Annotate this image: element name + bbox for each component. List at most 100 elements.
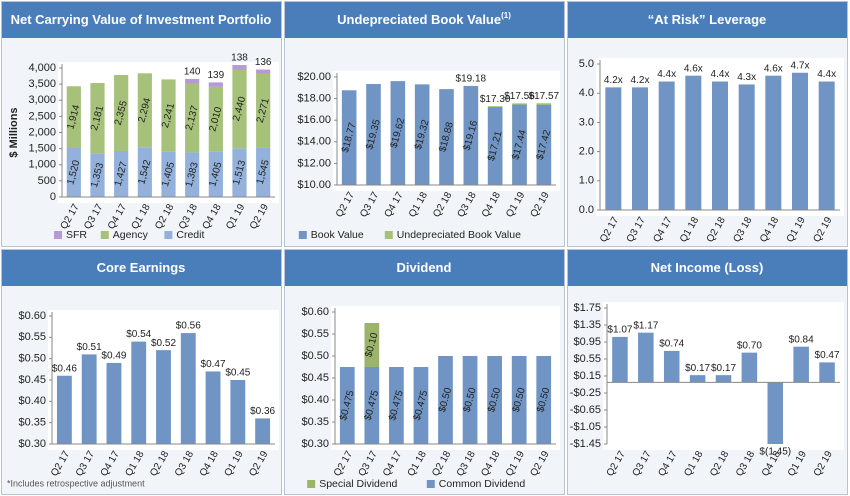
- data-label: 4.3x: [737, 72, 756, 83]
- data-label: $0.47: [815, 350, 840, 361]
- y-tick-label: 500: [38, 175, 56, 187]
- y-tick-label: $0.40: [301, 394, 329, 406]
- y-tick-label: $10.00: [297, 179, 331, 191]
- bar: [208, 86, 223, 152]
- y-tick-label: $1.75: [573, 302, 601, 314]
- bar: [208, 151, 223, 197]
- y-tick-label: $0.60: [18, 310, 46, 322]
- bar: [487, 356, 502, 444]
- data-label: $0.36: [250, 406, 275, 417]
- title-text: Undepreciated Book Value: [337, 12, 501, 27]
- chart-title: “At Risk” Leverage: [648, 12, 767, 27]
- y-tick-label: $0.55: [18, 331, 46, 343]
- data-label: 140: [184, 67, 201, 78]
- data-label: 4.7x: [791, 60, 810, 71]
- y-tick-label: $0.40: [18, 395, 46, 407]
- bar: [255, 418, 271, 444]
- y-tick-label: $0.60: [301, 306, 329, 318]
- bar: [536, 104, 552, 185]
- chart-title: Net Income (Loss): [651, 260, 764, 275]
- panel-header: [285, 250, 564, 286]
- y-tick-label: $0.50: [301, 350, 329, 362]
- y-tick-label: $20.00: [297, 71, 331, 83]
- bar: [512, 104, 527, 185]
- bar: [185, 152, 200, 197]
- legend-label: Credit: [176, 229, 204, 241]
- legend-swatch: [54, 231, 62, 239]
- legend-swatch: [307, 480, 316, 488]
- bar: [741, 352, 758, 383]
- y-tick-label: $0.35: [301, 416, 329, 428]
- data-label: $0.51: [77, 342, 102, 353]
- y-tick-label: $0.30: [301, 438, 329, 450]
- y-tick-label: $0.55: [301, 328, 329, 340]
- bar: [390, 81, 406, 185]
- legend-label: Special Dividend: [319, 478, 397, 490]
- y-tick-label: $16.00: [297, 114, 331, 126]
- bar: [232, 69, 247, 149]
- panel-header: [285, 2, 564, 38]
- y-tick-label: $0.45: [18, 374, 46, 386]
- data-label: 4.4x: [711, 69, 730, 80]
- bar: [339, 367, 355, 444]
- bar: [66, 147, 81, 197]
- data-label: $17.56: [504, 91, 535, 102]
- bar: [389, 367, 404, 444]
- bar: [161, 79, 176, 152]
- bar: [90, 83, 105, 154]
- bar: [767, 382, 784, 444]
- bar: [156, 350, 171, 444]
- footnote: *Includes retrospective adjustment: [7, 478, 145, 488]
- panel-header: [2, 2, 281, 38]
- data-label: $0.45: [225, 368, 250, 379]
- legend-label: Common Dividend: [439, 478, 526, 490]
- bar: [256, 73, 271, 148]
- bar: [366, 84, 381, 185]
- bar: [612, 336, 628, 383]
- bar: [658, 81, 675, 211]
- bar: [161, 151, 176, 197]
- chart-title: Dividend: [397, 260, 452, 275]
- y-tick-label: -$1.05: [570, 421, 601, 433]
- panel-header: [568, 250, 847, 286]
- bar: [90, 153, 105, 197]
- bar: [689, 375, 706, 383]
- legend-label: Agency: [113, 229, 149, 241]
- title-text: Net Income (Loss): [651, 260, 764, 275]
- legend-label: Book Value: [311, 229, 364, 241]
- bar: [114, 75, 129, 151]
- bar: [738, 84, 755, 210]
- bar: [232, 148, 247, 197]
- data-label: 4.6x: [764, 63, 783, 74]
- data-label: $(1.45): [759, 447, 791, 458]
- data-label: $0.84: [789, 334, 814, 345]
- y-tick-label: $0.35: [18, 417, 46, 429]
- y-tick-label: 3,000: [28, 94, 56, 106]
- bar: [487, 107, 503, 185]
- title-text: Dividend: [397, 260, 452, 275]
- bar: [232, 65, 247, 70]
- data-label: $17.30: [480, 94, 511, 105]
- data-label: $0.46: [52, 363, 77, 374]
- bar: [715, 375, 732, 383]
- bar: [438, 356, 453, 444]
- y-tick-label: 1.0: [579, 175, 594, 187]
- bar: [185, 83, 200, 153]
- y-tick-label: $14.00: [297, 136, 331, 148]
- bar: [256, 147, 271, 197]
- y-tick-label: -$0.25: [570, 387, 601, 399]
- data-label: $0.52: [151, 338, 176, 349]
- y-tick-label: $0.50: [18, 353, 46, 365]
- y-tick-label: $0.95: [573, 336, 601, 348]
- data-label: 4.4x: [817, 69, 836, 80]
- legend-label: Undepreciated Book Value: [397, 229, 521, 241]
- data-label: 4.2x: [604, 75, 623, 86]
- bar: [180, 333, 196, 444]
- legend-swatch: [426, 480, 435, 488]
- bar: [56, 375, 72, 444]
- bar: [131, 341, 147, 444]
- bar: [511, 356, 527, 444]
- y-tick-label: $0.30: [18, 438, 46, 450]
- bar: [793, 346, 809, 383]
- y-tick-label: $0.55: [573, 353, 601, 365]
